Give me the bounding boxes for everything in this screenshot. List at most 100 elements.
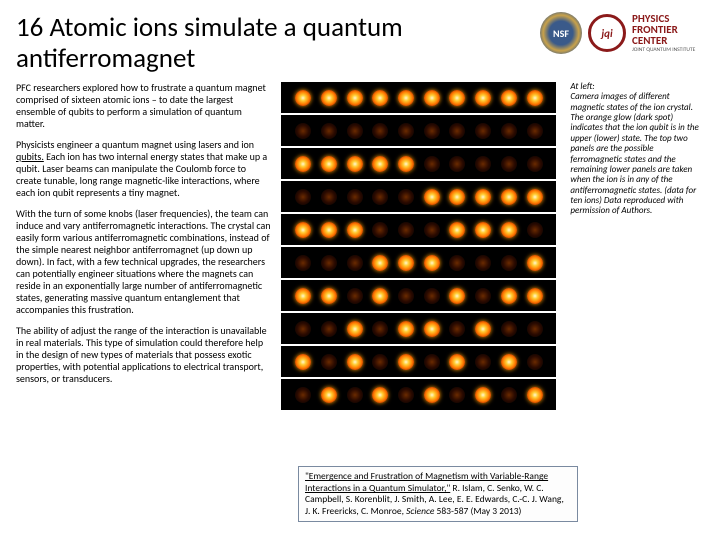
image-caption: At left: Camera images of different magn… bbox=[566, 82, 704, 410]
ion-dark bbox=[295, 123, 311, 139]
ion-bright bbox=[347, 156, 363, 172]
ion-dark bbox=[372, 189, 388, 205]
ion-bright bbox=[321, 156, 337, 172]
ion-bright bbox=[295, 222, 311, 238]
ion-dark bbox=[475, 156, 491, 172]
ion-dark bbox=[475, 354, 491, 370]
ion-dark bbox=[475, 288, 491, 304]
pfc-logo: PHYSICS FRONTIER CENTER JOINT QUANTUM IN… bbox=[632, 13, 704, 54]
pfc-line3: CENTER bbox=[632, 35, 704, 46]
ion-dark bbox=[449, 123, 465, 139]
ion-dark bbox=[424, 123, 440, 139]
ion-bright bbox=[295, 354, 311, 370]
ion-bright bbox=[321, 222, 337, 238]
ion-dark bbox=[501, 255, 517, 271]
ion-bright bbox=[424, 255, 440, 271]
ion-bright bbox=[321, 288, 337, 304]
ion-dark bbox=[295, 255, 311, 271]
ion-dark bbox=[501, 387, 517, 403]
ion-bright bbox=[398, 354, 414, 370]
ion-dark bbox=[295, 387, 311, 403]
ion-dark bbox=[449, 156, 465, 172]
ion-dark bbox=[527, 222, 543, 238]
ion-bright bbox=[527, 90, 543, 106]
ion-bright bbox=[347, 321, 363, 337]
ion-bright bbox=[398, 156, 414, 172]
ion-dark bbox=[424, 156, 440, 172]
ion-bright bbox=[372, 90, 388, 106]
ion-dark bbox=[424, 222, 440, 238]
ion-bright bbox=[372, 255, 388, 271]
ion-bright bbox=[424, 321, 440, 337]
ion-row bbox=[281, 214, 556, 245]
ion-bright bbox=[501, 354, 517, 370]
nsf-logo: NSF bbox=[540, 12, 582, 54]
ion-bright bbox=[347, 354, 363, 370]
ion-row bbox=[281, 280, 556, 311]
ion-dark bbox=[398, 189, 414, 205]
ion-dark bbox=[372, 222, 388, 238]
ion-dark bbox=[372, 354, 388, 370]
ion-dark bbox=[449, 387, 465, 403]
ion-dark bbox=[501, 156, 517, 172]
ion-dark bbox=[398, 288, 414, 304]
page-title: 16 Atomic ions simulate a quantum antife… bbox=[16, 12, 532, 74]
ion-bright bbox=[398, 90, 414, 106]
ion-bright bbox=[449, 354, 465, 370]
ion-bright bbox=[398, 321, 414, 337]
ion-dark bbox=[347, 189, 363, 205]
ion-bright bbox=[449, 222, 465, 238]
logo-row: NSF jqi PHYSICS FRONTIER CENTER JOINT QU… bbox=[540, 12, 704, 54]
ion-dark bbox=[475, 255, 491, 271]
ion-bright bbox=[475, 189, 491, 205]
ion-bright bbox=[372, 156, 388, 172]
ion-bright bbox=[475, 321, 491, 337]
ion-bright bbox=[424, 189, 440, 205]
ion-dark bbox=[321, 123, 337, 139]
ion-row bbox=[281, 346, 556, 377]
ion-dark bbox=[347, 123, 363, 139]
ion-dark bbox=[321, 321, 337, 337]
ion-bright bbox=[347, 90, 363, 106]
ion-dark bbox=[449, 255, 465, 271]
ion-bright bbox=[449, 90, 465, 106]
ion-dark bbox=[527, 123, 543, 139]
paragraph-1: PFC researchers explored how to frustrat… bbox=[16, 82, 271, 130]
ion-row bbox=[281, 115, 556, 146]
body-text-column: PFC researchers explored how to frustrat… bbox=[16, 82, 271, 410]
ion-dark bbox=[347, 288, 363, 304]
ion-dark bbox=[527, 354, 543, 370]
ion-bright bbox=[475, 222, 491, 238]
paragraph-3: With the turn of some knobs (laser frequ… bbox=[16, 208, 271, 316]
ion-dark bbox=[321, 354, 337, 370]
ion-bright bbox=[321, 387, 337, 403]
ion-bright bbox=[424, 90, 440, 106]
ion-dark bbox=[295, 189, 311, 205]
ion-dark bbox=[321, 255, 337, 271]
ion-bright bbox=[372, 288, 388, 304]
ion-dark bbox=[475, 123, 491, 139]
ion-dark bbox=[527, 156, 543, 172]
ion-bright bbox=[398, 255, 414, 271]
ion-bright bbox=[295, 156, 311, 172]
ion-dark bbox=[347, 387, 363, 403]
ion-row bbox=[281, 313, 556, 344]
ion-bright bbox=[449, 189, 465, 205]
ion-bright bbox=[321, 90, 337, 106]
ion-bright bbox=[501, 189, 517, 205]
citation-rest: 583-587 (May 3 2013) bbox=[434, 505, 521, 517]
ion-bright bbox=[527, 387, 543, 403]
ion-bright bbox=[347, 222, 363, 238]
ion-bright bbox=[501, 90, 517, 106]
ion-bright bbox=[527, 288, 543, 304]
ion-bright bbox=[295, 90, 311, 106]
ion-dark bbox=[501, 321, 517, 337]
ion-dark bbox=[295, 321, 311, 337]
ion-dark bbox=[449, 321, 465, 337]
ion-bright bbox=[527, 255, 543, 271]
ion-dark bbox=[424, 354, 440, 370]
ion-bright bbox=[372, 387, 388, 403]
paragraph-2: Physicists engineer a quantum magnet usi… bbox=[16, 139, 271, 199]
paragraph-4: The ability of adjust the range of the i… bbox=[16, 325, 271, 385]
ion-bright bbox=[424, 387, 440, 403]
